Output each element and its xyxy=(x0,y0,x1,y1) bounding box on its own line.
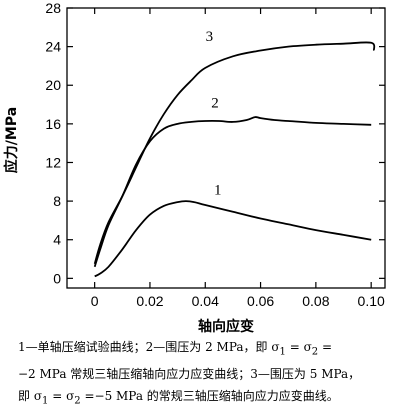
plot-frame xyxy=(66,7,386,289)
curve-label-2: 2 xyxy=(211,95,219,111)
sigma-subscript-2: 2 xyxy=(311,346,319,358)
series-curves xyxy=(93,41,376,278)
caption-line-3: 即 σ1 = σ2 =−5 MPa 的常规三轴压缩轴向应力应变曲线。 xyxy=(18,385,390,412)
series-line-3 xyxy=(93,41,376,265)
x-tick-label: 0.02 xyxy=(136,293,163,309)
x-tick-label: 0 xyxy=(91,293,99,309)
x-tick-label: 0.10 xyxy=(358,293,385,309)
y-tick-label: 12 xyxy=(45,154,61,170)
caption-text: = σ xyxy=(48,389,75,404)
sigma-subscript-2: 2 xyxy=(74,395,81,407)
caption-line-1: 1—单轴压缩试验曲线；2—围压为 2 MPa，即 σ1 = σ2 = xyxy=(18,336,390,363)
caption-text: 1—单轴压缩试验曲线；2—围压为 2 MPa，即 σ xyxy=(18,340,280,354)
curve-label-3: 3 xyxy=(206,29,214,45)
y-tick-label: 16 xyxy=(45,116,61,132)
figure-caption: 1—单轴压缩试验曲线；2—围压为 2 MPa，即 σ1 = σ2 = −2 MP… xyxy=(18,336,390,413)
x-tick-label: 0.08 xyxy=(302,293,329,309)
x-tick-label: 0.04 xyxy=(192,293,219,309)
y-tick-label: 4 xyxy=(53,232,61,248)
y-tick-label: 28 xyxy=(45,0,61,16)
y-tick-label: 20 xyxy=(45,77,61,93)
caption-text: 即 σ xyxy=(18,389,43,404)
curve-label-1: 1 xyxy=(214,182,222,198)
caption-line-2: −2 MPa 常规三轴压缩轴向应力应变曲线；3—围压为 5 MPa， xyxy=(18,367,361,382)
x-tick-labels: 0 0.02 0.04 0.06 0.08 0.10 xyxy=(91,293,385,309)
series-line-2 xyxy=(93,116,372,268)
caption-text: = σ xyxy=(285,340,312,354)
x-tick-label: 0.06 xyxy=(247,293,274,309)
sigma-subscript-1: 1 xyxy=(279,346,286,358)
caption-text: =−5 MPa 的常规三轴压缩轴向应力应变曲线。 xyxy=(80,389,339,404)
y-tick-label: 24 xyxy=(45,39,61,55)
y-tick-label: 8 xyxy=(53,193,61,209)
series-line-1 xyxy=(94,200,372,278)
y-axis-title: 应力/MPa xyxy=(3,107,20,173)
curve-labels: 1 2 3 xyxy=(206,29,222,199)
y-tick-label: 0 xyxy=(53,270,61,286)
caption-text: = xyxy=(318,340,333,354)
x-axis-title: 轴向应变 xyxy=(198,318,254,335)
y-tick-labels: 0 4 8 12 16 20 24 28 xyxy=(45,0,61,286)
axis-ticks xyxy=(67,7,385,288)
sigma-subscript-1: 1 xyxy=(42,395,49,407)
